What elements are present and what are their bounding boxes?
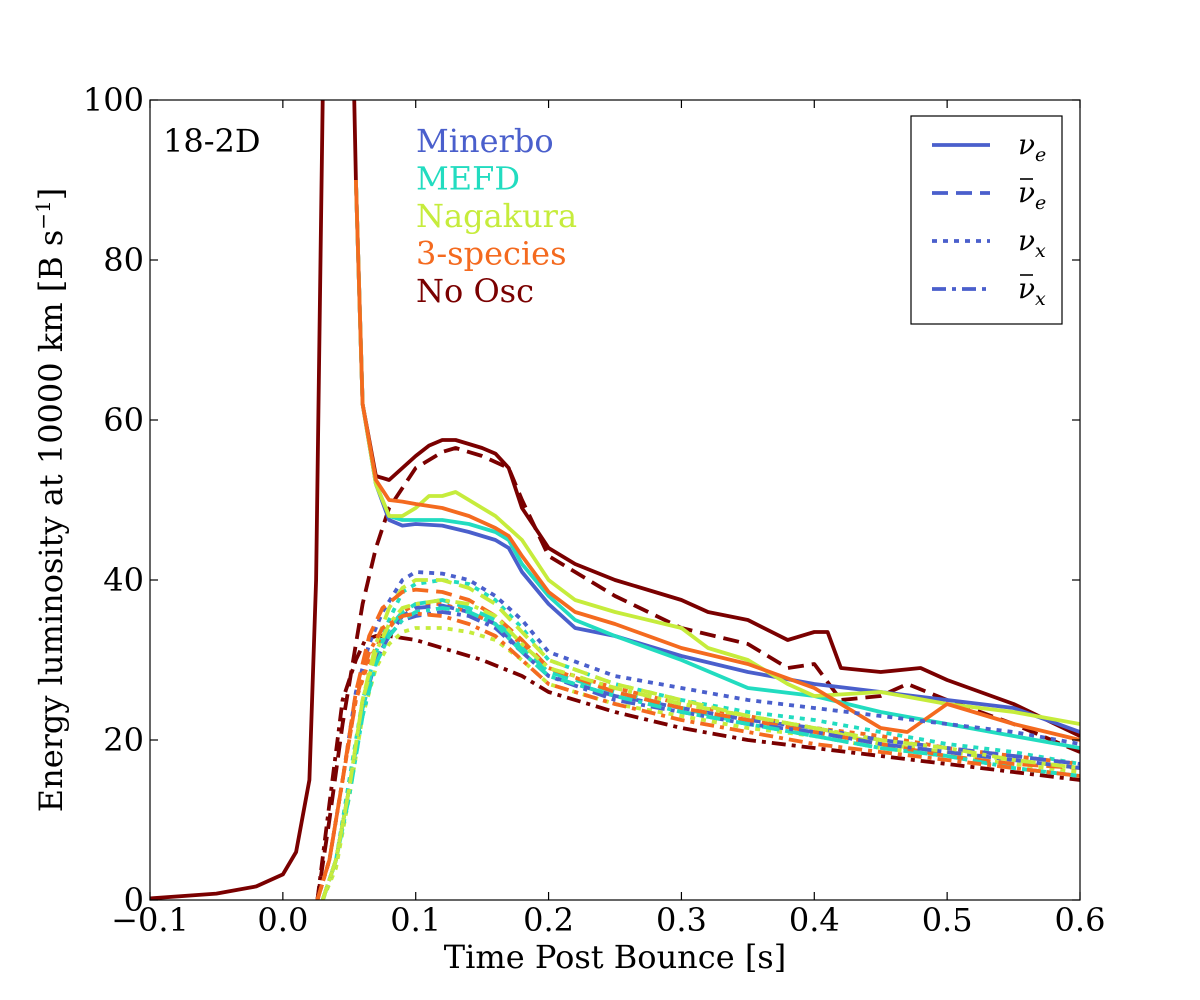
y-axis-label-close: ] xyxy=(32,188,70,200)
y-tick-label: 40 xyxy=(103,561,144,599)
y-axis-label-main: Energy luminosity at 10000 km [B s xyxy=(32,230,70,813)
y-axis-label-superscript: −1 xyxy=(31,200,55,229)
y-tick-label: 80 xyxy=(103,241,144,279)
legend-label: νe xyxy=(1018,176,1046,214)
model-label: No Osc xyxy=(416,272,534,310)
series-line-7 xyxy=(315,570,1080,900)
series-line-3 xyxy=(354,179,1080,734)
series-line-5 xyxy=(354,179,1080,726)
y-axis-label: Energy luminosity at 10000 km [B s−1] xyxy=(31,188,70,813)
y-tick-label: 0 xyxy=(124,881,144,919)
x-tick-label: 0.4 xyxy=(789,901,840,939)
series-line-17 xyxy=(320,598,1080,900)
x-tick-label: 0.0 xyxy=(257,901,308,939)
series-line-0 xyxy=(150,100,1080,900)
model-label: Nagakura xyxy=(416,197,577,235)
series-line-16 xyxy=(320,606,1080,900)
legend-label: νx xyxy=(1018,272,1046,310)
legend: νe νe νx νx xyxy=(910,115,1063,325)
y-tick-label: 60 xyxy=(103,401,144,439)
model-label: Minerbo xyxy=(416,122,554,160)
x-tick-label: −0.1 xyxy=(111,901,189,939)
x-tick-label: 0.3 xyxy=(656,901,707,939)
model-label: MEFD xyxy=(416,160,520,198)
series-line-8 xyxy=(320,578,1080,900)
x-axis-label: Time Post Bounce [s] xyxy=(444,938,786,976)
y-tick-label: 20 xyxy=(103,721,144,759)
y-tick-label: 100 xyxy=(83,81,144,119)
panel-label: 18-2D xyxy=(163,122,261,160)
x-tick-label: 0.6 xyxy=(1055,901,1106,939)
plot-frame xyxy=(149,99,1081,901)
series-line-13 xyxy=(320,578,1080,900)
series-line-15 xyxy=(320,610,1080,900)
legend-label: νe xyxy=(1018,128,1046,166)
legend-label: νx xyxy=(1018,224,1046,262)
model-label: 3-species xyxy=(416,235,567,273)
series-line-18 xyxy=(315,611,1080,900)
x-tick-label: 0.5 xyxy=(922,901,973,939)
x-tick-label: 0.1 xyxy=(390,901,441,939)
series-line-2 xyxy=(315,634,1080,900)
series-layer xyxy=(150,100,1080,900)
series-line-6 xyxy=(354,179,1080,742)
axis-ticks: −0.1 0.0 0.1 0.2 0.3 0.4 0.5 0.6 0 20 40 60 80 100 xyxy=(83,81,1106,939)
x-tick-label: 0.2 xyxy=(523,901,574,939)
series-line-1 xyxy=(315,446,1080,900)
